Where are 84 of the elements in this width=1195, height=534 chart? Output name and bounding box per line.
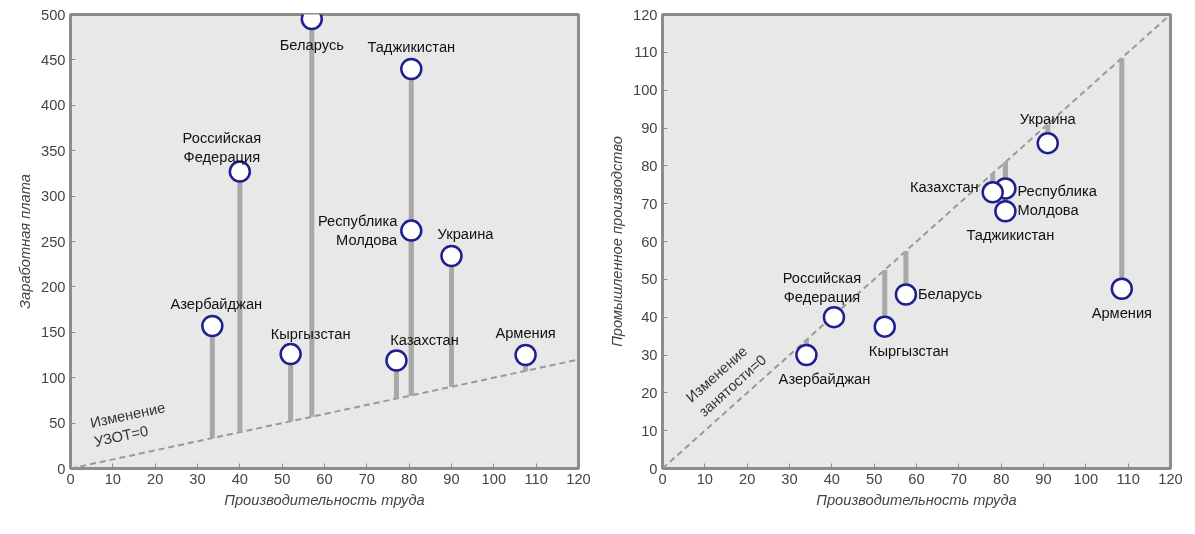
annotation: Казахстан [910, 179, 979, 196]
x-tick-label: 110 [524, 470, 548, 487]
y-tick-label: 60 [641, 233, 658, 250]
annotation: Казахстан [390, 332, 459, 349]
point [279, 342, 302, 366]
y-tick-label: 150 [41, 324, 66, 341]
x-tick-label: 70 [950, 470, 967, 487]
x-tick-label: 20 [739, 470, 756, 487]
x-tick-label: 80 [993, 470, 1010, 487]
point [994, 200, 1017, 223]
y-tick-label: 350 [41, 142, 66, 159]
point [822, 305, 846, 329]
x-tick-label: 30 [781, 470, 798, 487]
y-tick-label: 200 [41, 278, 66, 295]
y-axis-title: Промышленное производство [609, 136, 626, 347]
annotation: Беларусь [917, 286, 983, 303]
annotation: Таджикистан [367, 38, 456, 55]
x-tick-label: 20 [147, 470, 164, 487]
x-tick-label: 100 [481, 470, 507, 487]
x-tick-label: 10 [104, 470, 121, 487]
point [981, 181, 1004, 204]
point [514, 343, 537, 367]
x-tick-label: 30 [189, 470, 206, 487]
annotation: Армения [1091, 304, 1153, 321]
x-tick-label: 10 [696, 470, 713, 487]
y-tick-label: 400 [41, 97, 66, 114]
point [894, 283, 918, 306]
y-tick-label: 80 [641, 157, 658, 174]
annotation: Украина [437, 226, 495, 243]
x-tick-label: 40 [823, 470, 840, 487]
y-tick-label: 450 [41, 51, 66, 68]
y-tick-label: 250 [41, 233, 66, 250]
x-tick-label: 60 [316, 470, 333, 487]
y-tick-label: 110 [634, 44, 658, 61]
annotation: Беларусь [279, 37, 345, 54]
point [1036, 131, 1059, 155]
y-axis-title: Заработная плата [17, 174, 34, 309]
y-tick-label: 100 [41, 369, 66, 386]
x-tick-label: 50 [866, 470, 883, 487]
x-tick-label: 60 [908, 470, 925, 487]
x-tick-label: 70 [358, 470, 375, 487]
x-tick-label: 100 [1073, 470, 1099, 487]
x-tick-label: 120 [566, 470, 591, 487]
x-tick-label: 110 [1116, 470, 1140, 487]
annotation: Кыргызстан [270, 326, 351, 343]
x-axis-title: Производительность труда [224, 491, 425, 508]
annotation: Российская Федерация [782, 269, 862, 305]
point [400, 57, 423, 81]
annotation: Изменение УЗОТ=0 [88, 399, 167, 450]
x-tick-label: 90 [443, 470, 460, 487]
annotation: Российская Федерация [182, 129, 262, 166]
annotation: Азербайджан [778, 371, 871, 387]
annotation: Республика Молдова [1017, 182, 1098, 219]
y-tick-label: 500 [41, 6, 66, 23]
y-tick-label: 100 [633, 82, 658, 99]
point [873, 315, 896, 338]
annotation: Кыргызстан [868, 342, 949, 359]
y-tick-label: 10 [641, 422, 658, 439]
x-tick-label: 120 [1158, 470, 1183, 487]
y-tick-label: 50 [49, 415, 66, 432]
x-axis-title: Производительность труда [816, 491, 1017, 508]
point [385, 349, 408, 372]
x-tick-label: 40 [231, 470, 248, 487]
annotation: Азербайджан [170, 295, 263, 312]
y-tick-label: 40 [641, 309, 658, 326]
annotation: Республика Молдова [317, 213, 399, 249]
y-tick-label: 30 [641, 347, 658, 363]
point [201, 314, 224, 338]
point [1110, 277, 1134, 301]
annotation: Украина [1019, 111, 1077, 128]
y-tick-label: 300 [41, 188, 66, 205]
x-tick-label: 90 [1035, 470, 1052, 487]
annotation: Армения [495, 325, 556, 341]
x-tick-label: 50 [274, 470, 291, 487]
y-tick-label: 120 [633, 6, 658, 23]
y-tick-label: 90 [641, 120, 658, 136]
point [440, 244, 463, 268]
point [795, 343, 818, 367]
annotation: Таджикистан [966, 227, 1055, 244]
point [400, 219, 423, 242]
y-tick-label: 50 [641, 271, 658, 288]
y-tick-label: 70 [641, 195, 658, 212]
x-tick-label: 80 [401, 470, 418, 487]
y-tick-label: 20 [641, 384, 658, 401]
